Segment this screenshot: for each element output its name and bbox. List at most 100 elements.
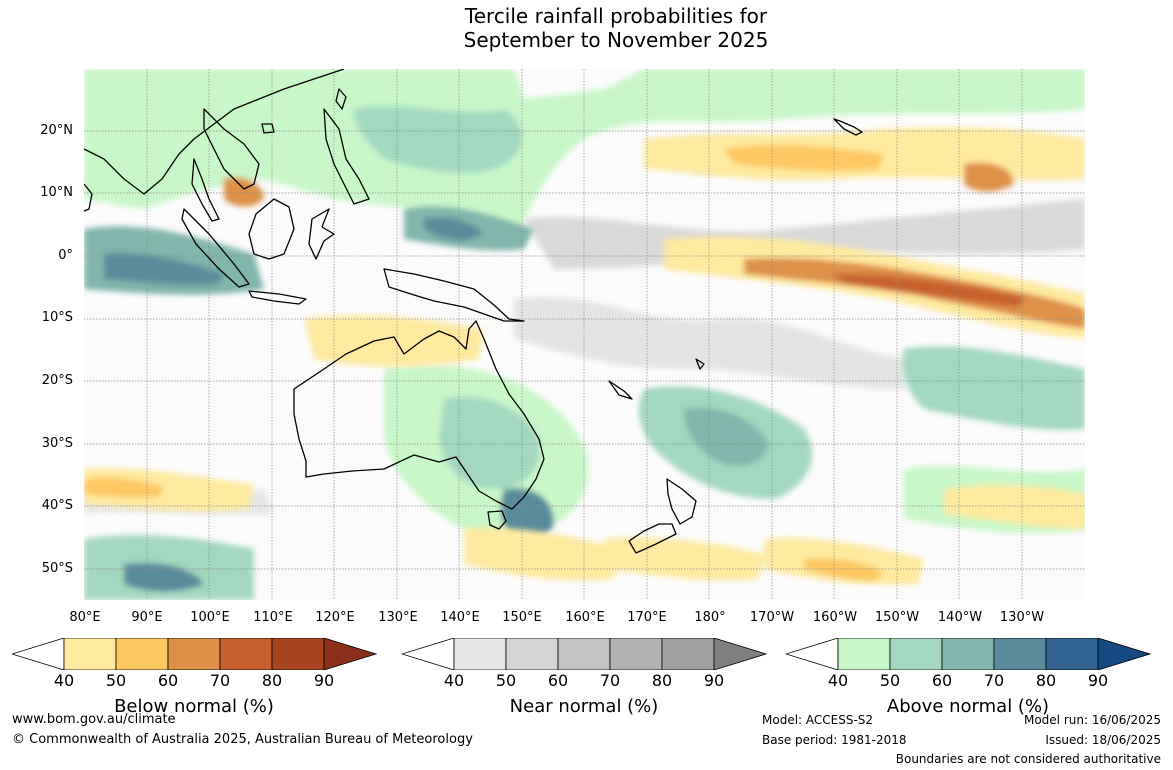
lon-label-150w: 150°W [874,610,920,625]
probability-map [84,69,1085,600]
above-swatch-1 [837,638,891,670]
model-run-text: Model run: 16/06/2025 [1023,713,1161,727]
lon-label-120e: 120°E [315,610,355,625]
lon-label-110e: 110°E [253,610,293,625]
below-normal-label: Below normal (%) [114,696,274,717]
near-swatch-0 [402,638,455,670]
above-swatch-4 [993,638,1047,670]
above-tick-40: 40 [827,671,849,690]
near-swatch-1 [453,638,507,670]
below-swatch-1 [63,638,117,670]
sulawesi-coastline [308,208,335,260]
lon-label-180: 180° [694,610,726,625]
near-swatch-5 [661,638,715,670]
below-normal-shading [84,127,1085,585]
above-normal-label: Above normal (%) [886,696,1050,717]
near-tick-50: 50 [495,671,517,690]
below-swatch-3 [167,638,221,670]
map-svg [84,69,1085,600]
near-swatch-6 [713,638,767,670]
model-text: Model: ACCESS-S2 [762,713,874,727]
map-title: Tercile rainfall probabilities for Septe… [0,4,1173,52]
lon-label-160w: 160°W [812,610,858,625]
lon-label-140w: 140°W [937,610,983,625]
below-swatch-4 [219,638,273,670]
below-swatch-0 [12,638,65,670]
lon-label-80e: 80°E [69,610,101,625]
graticule [84,69,1085,600]
near-normal-colorbar [402,638,767,670]
base-period-text: Base period: 1981-2018 [762,733,907,747]
lat-label-20n: 20°N [40,123,73,138]
title-line-2: September to November 2025 [463,28,769,52]
website-link[interactable]: www.bom.gov.au/climate [12,712,176,727]
lat-label-0: 0° [58,248,73,263]
below-tick-50: 50 [105,671,127,690]
below-tick-60: 60 [157,671,179,690]
lon-label-140e: 140°E [440,610,480,625]
near-tick-90: 90 [703,671,725,690]
below-swatch-5 [271,638,325,670]
lon-label-90e: 90°E [131,610,163,625]
near-tick-40: 40 [443,671,465,690]
copyright-text: © Commonwealth of Australia 2025, Austra… [12,732,473,747]
above-tick-90: 90 [1087,671,1109,690]
below-tick-40: 40 [53,671,75,690]
below-swatch-2 [115,638,169,670]
borneo-coastline [248,198,295,260]
lon-label-150e: 150°E [502,610,542,625]
lat-label-10n: 10°N [40,185,73,200]
java-coastline [248,290,307,305]
australia-coastline [293,320,545,510]
above-normal-colorbar [786,638,1151,670]
near-swatch-4 [609,638,663,670]
lat-label-10s: 10°S [41,310,73,325]
below-normal-colorbar [12,638,377,670]
lon-label-130w: 130°W [999,610,1045,625]
near-normal-label: Near normal (%) [509,696,659,717]
above-tick-80: 80 [1035,671,1057,690]
lon-label-170w: 170°W [749,610,795,625]
below-tick-90: 90 [313,671,335,690]
above-swatch-0 [786,638,839,670]
hainan-coastline [261,123,275,134]
lat-label-50s: 50°S [41,561,73,576]
above-swatch-3 [941,638,995,670]
indochina-coastline [203,108,260,190]
lon-label-170e: 170°E [627,610,667,625]
new-caledonia-coastline [608,380,633,400]
near-tick-60: 60 [547,671,569,690]
sri-lanka-coastline [84,183,93,212]
issued-text: Issued: 18/06/2025 [1045,733,1161,747]
lon-label-160e: 160°E [565,610,605,625]
near-tick-80: 80 [651,671,673,690]
lon-label-100e: 100°E [190,610,230,625]
taiwan-coastline [335,88,347,110]
above-swatch-5 [1045,638,1099,670]
near-tick-70: 70 [599,671,621,690]
above-tick-50: 50 [879,671,901,690]
lat-label-20s: 20°S [41,373,73,388]
near-swatch-2 [505,638,559,670]
coastlines [84,69,863,554]
above-swatch-2 [889,638,943,670]
new-guinea-coastline [383,268,525,322]
below-tick-80: 80 [261,671,283,690]
philippines-coastline [323,108,370,205]
sumatra-coastline [181,208,250,288]
disclaimer-text: Boundaries are not considered authoritat… [895,752,1161,766]
below-swatch-6 [323,638,377,670]
asia-mainland-coastline [84,69,345,195]
malay-peninsula-coastline [191,158,220,222]
lat-label-40s: 40°S [41,498,73,513]
lat-label-30s: 30°S [41,436,73,451]
fiji-coastline [695,358,705,370]
title-line-1: Tercile rainfall probabilities for [464,4,768,28]
near-swatch-3 [557,638,611,670]
new-zealand-north-island [666,478,697,525]
above-tick-60: 60 [931,671,953,690]
above-swatch-6 [1097,638,1151,670]
lon-label-130e: 130°E [378,610,418,625]
new-zealand-south-island [628,523,677,554]
below-tick-70: 70 [209,671,231,690]
